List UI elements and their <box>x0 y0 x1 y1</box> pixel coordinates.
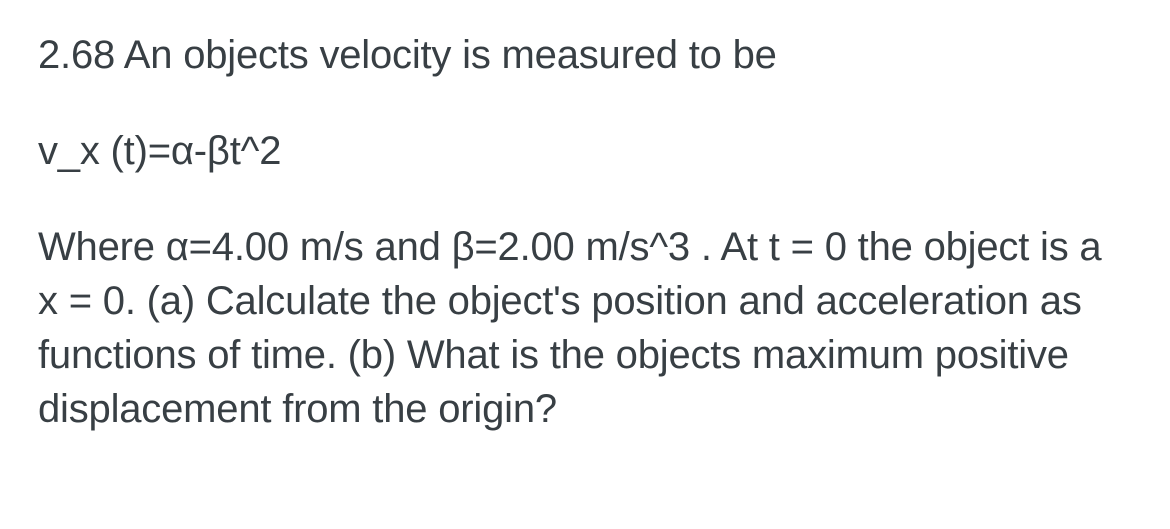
problem-body-text: Where α=4.00 m/s and β=2.00 m/s^3 . At t… <box>38 220 1132 436</box>
problem-equation-text: v_x (t)=α-βt^2 <box>38 124 1132 178</box>
problem-intro-text: 2.68 An objects velocity is measured to … <box>38 28 1132 82</box>
